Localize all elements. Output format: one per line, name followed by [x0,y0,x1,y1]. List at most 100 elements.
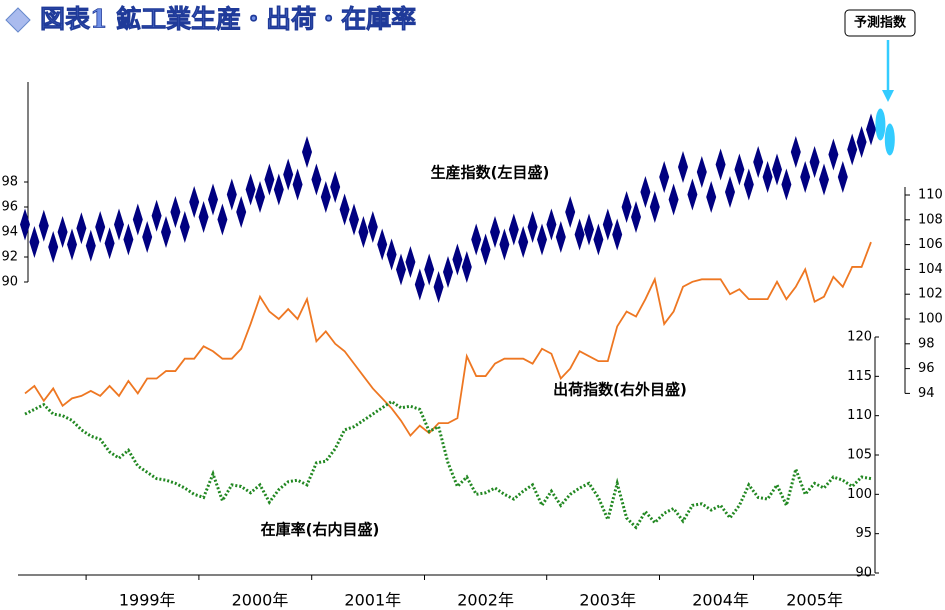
production-marker [339,193,350,226]
production-marker [809,146,820,178]
production-marker [311,163,322,196]
production-marker [790,136,801,168]
production-marker [725,176,735,208]
y2-tick-label: 106 [918,237,943,252]
production-marker [38,209,49,242]
production-marker [170,196,181,228]
chart-title: 図表1 鉱工業生産・出荷・在庫率 [40,5,416,34]
y3-tick-label: 100 [847,487,872,502]
production-marker [847,133,858,166]
production-marker [123,223,134,256]
production-marker [377,228,388,261]
production-marker [292,168,303,201]
production-marker [612,218,623,251]
production-marker [772,153,782,186]
x-tick-label: 2003年 [579,591,636,610]
y-tick-label: 98 [1,175,18,190]
production-marker [320,181,331,213]
production-marker [424,253,435,286]
forecast-marker [884,123,895,156]
production-marker [490,216,500,248]
production-marker [584,213,594,246]
production-marker [245,173,256,206]
series-label: 出荷指数(右外目盛) [553,381,687,399]
production-marker [142,221,153,253]
y2-tick-label: 104 [918,262,943,277]
production-marker [396,253,406,286]
production-marker [29,226,40,258]
x-tick-label: 2005年 [786,591,843,610]
production-marker [518,226,529,258]
x-tick-label: 1999年 [119,591,176,610]
production-marker [696,156,707,188]
production-marker [358,216,369,248]
production-marker [452,243,463,276]
production-marker [20,208,30,241]
y-tick-label: 94 [1,225,18,240]
production-marker [602,208,613,241]
production-marker [236,196,247,228]
production-marker [264,163,275,196]
production-marker [255,181,265,213]
production-marker [499,228,510,261]
production-marker [819,163,829,196]
production-marker [302,136,312,168]
callout-box [844,9,916,37]
production-marker [114,208,124,241]
production-marker [471,223,482,256]
y2-tick-label: 96 [918,361,935,376]
series-label: 生産指数(左目盛) [431,164,550,182]
production-marker [161,216,171,248]
production-marker [367,211,378,243]
x-tick-label: 2002年 [457,591,514,610]
production-marker [649,191,660,223]
y2-tick-label: 98 [918,336,935,351]
series-label: 予測指数 [854,15,907,31]
production-marker [753,146,764,178]
production-marker [593,223,604,256]
production-marker [527,211,538,243]
y-tick-label: 90 [1,275,18,290]
production-marker [208,183,218,216]
production-marker [828,138,839,171]
production-marker [687,178,698,211]
production-marker [67,228,77,261]
production-marker [678,151,688,183]
production-marker [574,218,585,251]
title-icon [5,7,31,33]
production-marker [631,201,641,233]
production-marker [546,208,557,241]
production-marker [349,203,359,236]
y2-tick-label: 108 [918,212,943,227]
production-marker [85,229,96,262]
production-marker [104,227,115,260]
production-marker [837,161,848,193]
y-tick-label: 92 [1,250,18,265]
y3-tick-label: 115 [847,369,872,384]
production-marker [621,191,632,223]
production-marker [461,251,472,283]
y-tick-label: 96 [1,200,18,215]
production-marker [132,203,143,236]
production-marker [668,183,679,216]
production-marker [781,168,792,201]
production-marker [856,126,867,158]
callout-arrowhead [882,90,894,102]
x-tick-label: 2004年 [692,591,749,610]
production-marker [537,223,547,256]
production-marker [151,199,162,232]
y2-tick-label: 100 [918,312,943,327]
production-marker [76,212,87,245]
production-marker [762,161,773,193]
forecast-marker [875,108,886,141]
production-marker [866,113,876,146]
production-marker [414,268,425,301]
production-marker [48,231,59,263]
y3-tick-label: 95 [855,526,872,541]
production-marker [734,153,745,186]
y3-tick-label: 105 [847,448,872,463]
y2-tick-label: 110 [918,188,943,203]
y3-tick-label: 90 [855,566,872,581]
production-marker [386,238,397,271]
